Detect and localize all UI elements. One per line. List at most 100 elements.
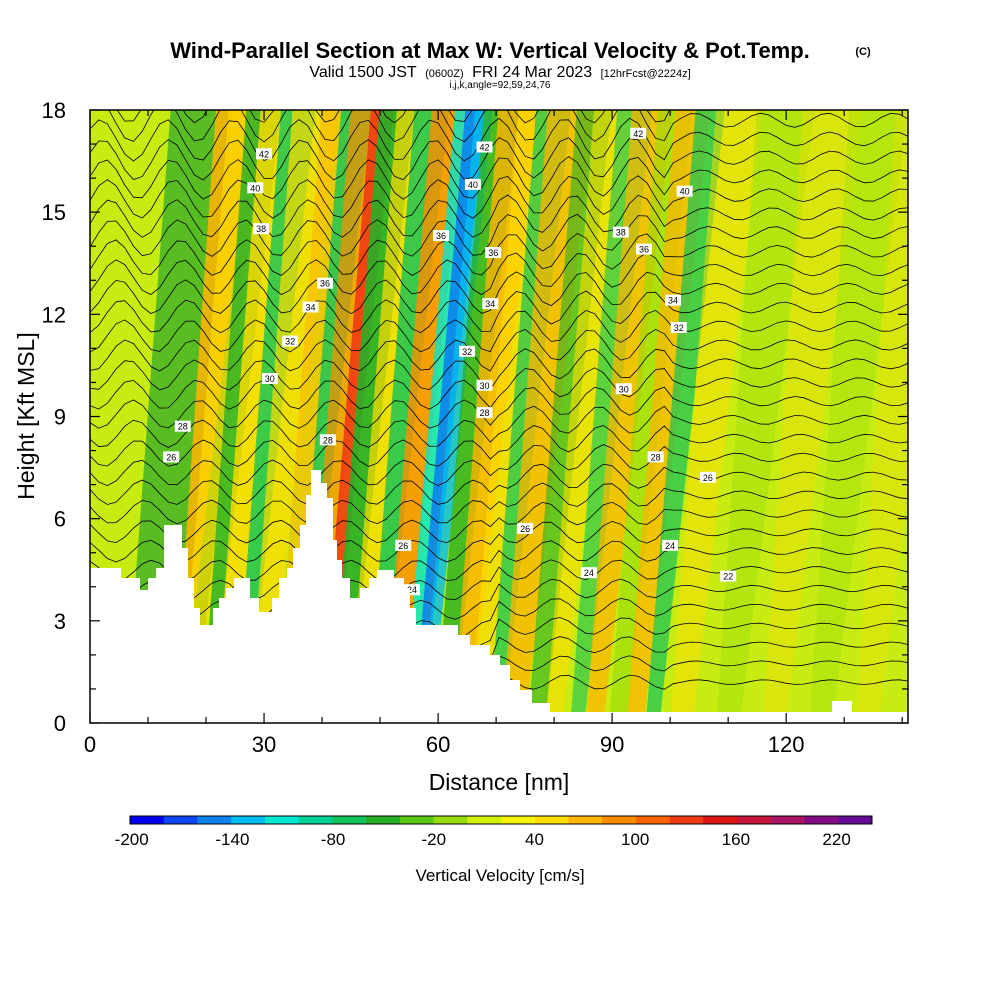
contour-label-text: 32	[285, 337, 295, 347]
colorbar-swatch	[433, 816, 468, 824]
colorbar-tick-label: 160	[722, 830, 750, 849]
contour-label-text: 42	[633, 129, 643, 139]
contour-label-text: 32	[462, 347, 472, 357]
colorbar-swatch	[467, 816, 502, 824]
contour-label-text: 40	[680, 187, 690, 197]
contour-label-text: 30	[479, 381, 489, 391]
theta-contour-line-20	[90, 290, 908, 334]
contour-label-bg	[404, 584, 420, 596]
y-tick-label: 6	[54, 507, 66, 532]
contour-label: 40	[676, 185, 693, 197]
colorbar-tick-label: -140	[215, 830, 249, 849]
contour-label-text: 34	[668, 296, 678, 306]
contour-label-bg	[459, 345, 476, 357]
contour-label: 24	[404, 584, 420, 596]
chart-title: Wind-Parallel Section at Max W: Vertical…	[170, 38, 810, 63]
y-tick-label: 3	[54, 609, 66, 634]
contour-label-bg	[476, 407, 493, 419]
theta-contour-line-11	[90, 463, 908, 506]
theta-contour-line-6	[90, 559, 908, 601]
x-tick-label: 120	[768, 732, 805, 757]
y-tick-label: 18	[42, 98, 66, 123]
contour-label-bg	[647, 451, 664, 463]
colorbar-swatch	[770, 816, 806, 824]
contour-label-text: 38	[256, 224, 266, 234]
theta-contour-line-14	[90, 405, 908, 448]
colorbar: -200 -140 -80 -20 40 100 160 220	[115, 815, 873, 849]
contour-label-text: 26	[703, 473, 713, 483]
theta-contour-line-18	[90, 328, 908, 372]
contour-label: 30	[476, 379, 493, 391]
contour-label-bg	[476, 379, 493, 391]
colorbar-tick-label: -80	[321, 830, 346, 849]
contour-label: 36	[636, 243, 652, 255]
contour-label-bg	[670, 322, 687, 333]
contour-label-text: 40	[468, 180, 478, 190]
contour-label: 24	[580, 567, 597, 579]
colorbar-swatch	[501, 816, 536, 824]
contour-label-text: 26	[520, 524, 530, 534]
theta-contour-line-24	[90, 213, 908, 257]
colorbar-swatch	[130, 816, 165, 824]
contour-label-bg	[662, 539, 679, 551]
theta-contour-line-8	[90, 520, 908, 563]
contour-label-text: 24	[665, 541, 675, 551]
theta-contour-line-19	[90, 309, 908, 353]
colorbar-swatch	[197, 816, 232, 824]
contour-label-bg	[517, 522, 534, 534]
contour-label-bg	[256, 148, 272, 160]
contour-label-text: 40	[250, 183, 260, 193]
colorbar-swatch	[366, 816, 401, 824]
contour-label-bg	[636, 243, 652, 255]
contour-label-text: 42	[259, 149, 269, 159]
colorbar-swatch	[838, 816, 873, 824]
terrain-mask	[90, 470, 908, 723]
contour-label-text: 24	[407, 585, 417, 595]
theta-contour-line-29	[90, 117, 908, 162]
contour-label-text: 34	[485, 299, 495, 309]
contour-label-bg	[676, 185, 693, 197]
contour-label-bg	[261, 373, 278, 384]
theta-contour-line-22	[90, 252, 908, 296]
theta-contour-line-30	[108, 110, 908, 143]
contour-label: 30	[615, 383, 632, 395]
colorbar-tick-label: 40	[525, 830, 544, 849]
contour-label-text: 28	[178, 422, 188, 432]
contour-label: 28	[476, 407, 493, 419]
contour-label: 34	[302, 301, 319, 313]
contour-label: 26	[163, 451, 180, 463]
contour-label: 24	[662, 539, 679, 551]
contour-label-text: 28	[479, 408, 489, 418]
contour-label: 30	[261, 373, 278, 384]
y-tick-label: 15	[42, 200, 66, 225]
velocity-band-31	[716, 110, 815, 723]
contour-label-text: 30	[619, 384, 629, 394]
theta-contour-line-25	[90, 194, 908, 238]
contour-label: 26	[699, 471, 716, 483]
colorbar-frame	[129, 815, 873, 825]
colorbar-swatch	[602, 816, 637, 824]
contour-label: 22	[720, 570, 737, 582]
theta-contour-line-21	[90, 271, 908, 315]
theta-contour-line-15	[90, 386, 908, 429]
colorbar-swatch	[534, 816, 569, 824]
contour-label-bg	[580, 567, 597, 579]
copyright-mark: (C)	[855, 46, 871, 58]
colorbar-swatch	[163, 816, 198, 824]
contour-label: 42	[476, 141, 493, 153]
contour-label-bg	[395, 539, 412, 551]
contour-label: 40	[464, 178, 481, 190]
colorbar-swatch	[399, 816, 435, 824]
valid-date: FRI 24 Mar 2023	[472, 64, 592, 81]
contour-label-bg	[174, 420, 191, 432]
theta-contour-line-10	[90, 482, 908, 525]
contour-label-text: 38	[616, 228, 626, 238]
y-tick-label: 12	[42, 302, 66, 327]
colorbar-tick-label: 100	[621, 830, 649, 849]
valid-prefix: Valid 1500 JST	[309, 64, 417, 81]
contour-label: 26	[395, 539, 412, 551]
contour-label-bg	[482, 298, 499, 310]
contour-label-text: 36	[488, 248, 498, 258]
contour-label-text: 28	[651, 452, 661, 462]
